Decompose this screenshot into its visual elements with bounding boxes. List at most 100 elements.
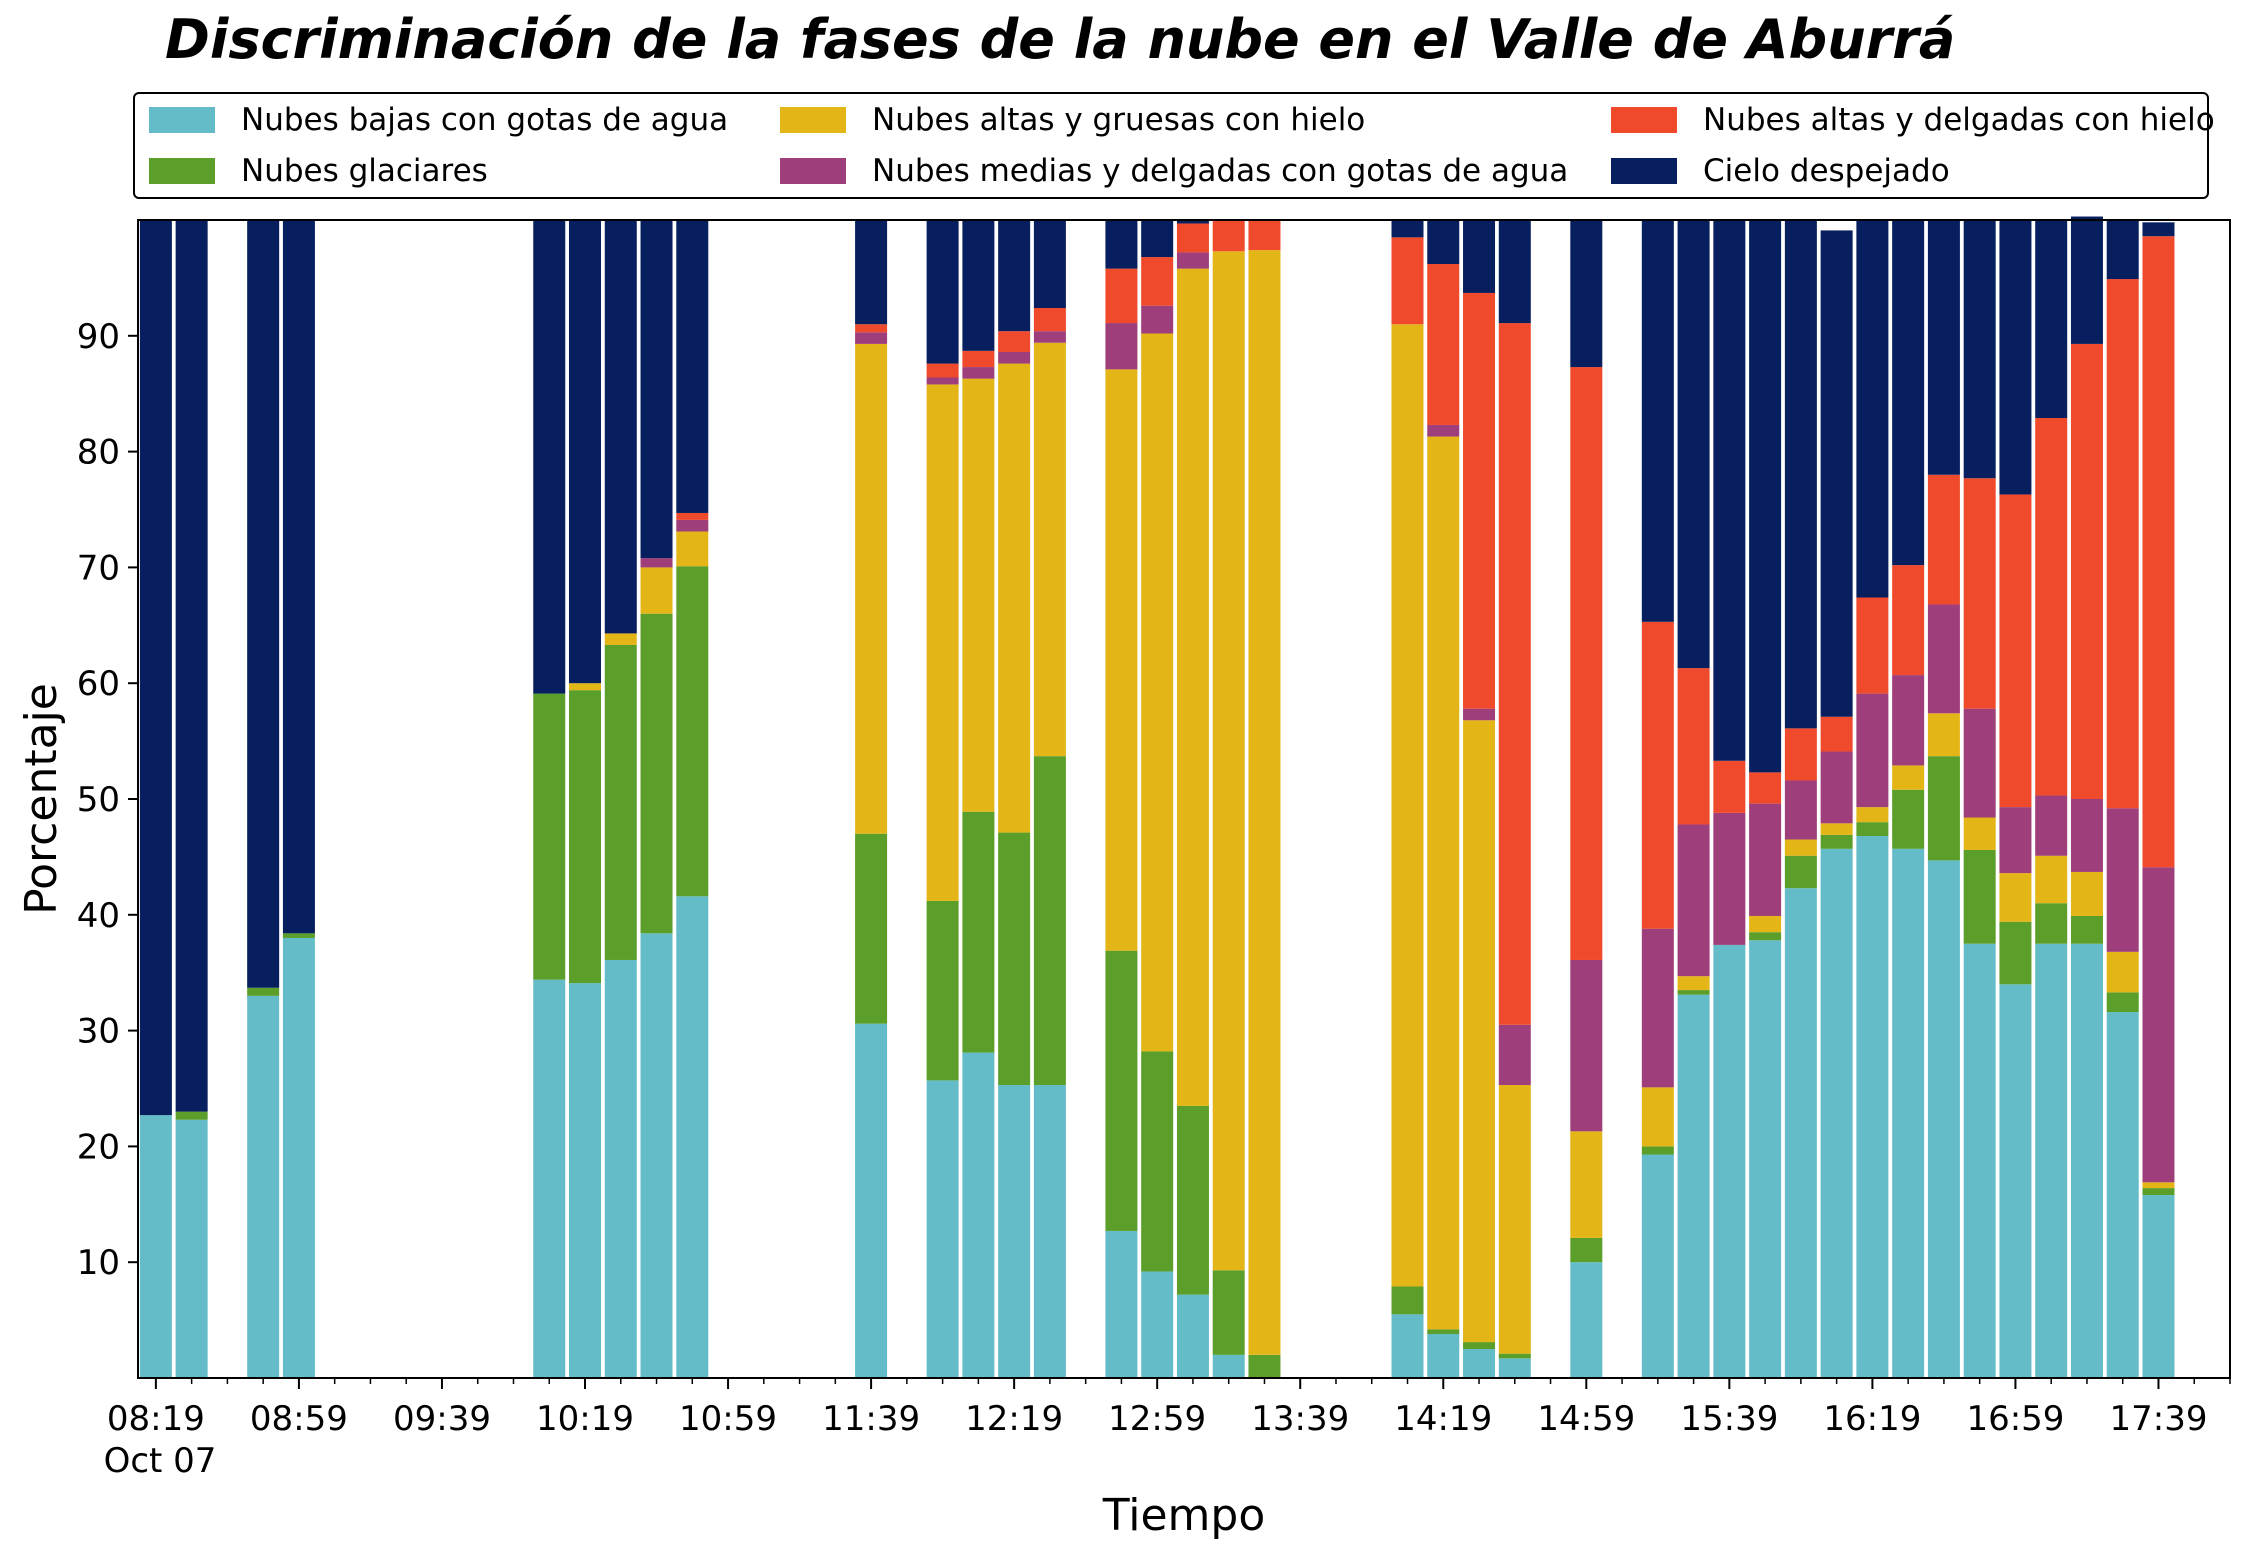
bar-segment-6 [855,220,888,325]
x-tick-label: 08:19 [107,1399,205,1439]
bar-segment-3 [1391,324,1424,1287]
bar-segment-2 [1820,834,1853,849]
bar-segment-1 [1927,860,1960,1378]
bar-segment-5 [1927,474,1960,605]
legend-item-nubes-bajas: Nubes bajas con gotas de agua [149,100,728,140]
bar-segment-6 [175,220,208,1112]
bar-segment-3 [926,384,959,901]
bar-segment-1 [175,1119,208,1378]
bar-segment-6 [139,220,172,1116]
bar-segment-1 [1212,1354,1245,1378]
bar-segment-6 [926,220,959,364]
bar-segment-1 [855,1023,888,1378]
bar-segment-5 [1105,268,1138,324]
bar-segment-4 [1033,331,1066,343]
bar-segment-4 [962,367,995,379]
legend-item-nubes-medias: Nubes medias y delgadas con gotas de agu… [780,151,1568,191]
legend-label: Nubes altas y delgadas con hielo [1703,102,2215,138]
bar-segment-1 [1856,836,1889,1378]
legend-item-nubes-altas-delgadas: Nubes altas y delgadas con hielo [1611,100,2215,140]
bar-segment-2 [175,1111,208,1120]
bar-segment-4 [1927,604,1960,714]
bar-segment-6 [2070,216,2103,344]
bar-segment-6 [1749,220,1782,773]
bar-segment-2 [1927,756,1960,861]
bar-segment-1 [1176,1294,1209,1378]
bar-segment-4 [1677,824,1710,977]
bar-segment-1 [1141,1271,1174,1378]
legend-item-nubes-altas-gruesas: Nubes altas y gruesas con hielo [780,100,1365,140]
bar-segment-5 [962,350,995,368]
x-tick-label: 16:19 [1823,1399,1921,1439]
bar-segment-4 [2106,808,2139,952]
bar-segment-1 [139,1115,172,1378]
bar-segment-1 [1427,1334,1460,1378]
x-tick-label: 17:39 [2109,1399,2207,1439]
bar-segment-3 [1677,976,1710,991]
bar-segment-6 [1784,220,1817,729]
bar-segment-5 [1784,728,1817,781]
legend-item-nubes-glaciares: Nubes glaciares [149,151,488,191]
bar-segment-4 [855,332,888,344]
bar-segment-3 [1427,436,1460,1330]
bar-segment-6 [676,220,709,513]
bar-segment-1 [533,979,566,1378]
bar-segment-5 [2142,236,2175,868]
bar-segment-6 [962,220,995,351]
bar-segment-6 [1570,220,1603,368]
legend-label: Nubes altas y gruesas con hielo [872,102,1366,138]
bar-segment-6 [604,220,637,634]
bar-segment-5 [998,331,1031,353]
bar-segment-2 [1999,921,2032,985]
bar-segment-3 [604,633,637,645]
bar-segment-4 [1641,928,1674,1088]
bar-segment-3 [1248,250,1281,1355]
x-tick-label: 08:59 [250,1399,348,1439]
y-tick-label: 90 [77,317,120,357]
bar-segment-4 [1463,708,1496,721]
bar-segment-5 [1212,220,1245,252]
bar-segment-1 [1963,943,1996,1378]
x-tick-label: 12:59 [1108,1399,1206,1439]
bar-segment-3 [569,683,602,691]
bar-segment-2 [676,566,709,897]
bar-segment-5 [1963,478,1996,709]
bar-segment-5 [1677,668,1710,825]
bar-segment-5 [855,324,888,333]
bar-segment-1 [2106,1012,2139,1378]
legend-label: Cielo despejado [1703,153,1950,189]
bar-segment-3 [2035,855,2068,904]
y-axis: 10 20 30 40 50 60 70 80 90 [77,317,138,1283]
x-tick-label: 16:59 [1966,1399,2064,1439]
bar-segment-2 [2142,1188,2175,1196]
bar-segment-2 [533,693,566,980]
bar-segment-5 [926,363,959,378]
bar-segment-1 [1713,944,1746,1378]
bar-segment-3 [1033,342,1066,757]
x-tick-label: 14:59 [1537,1399,1635,1439]
bar-segment-2 [1427,1329,1460,1334]
bar-segment-4 [2035,795,2068,856]
bar-segment-4 [1713,812,1746,945]
bar-segment-6 [1927,220,1960,475]
bar-segment-5 [1856,597,1889,694]
y-tick-label: 10 [77,1243,120,1283]
bar-segment-4 [1141,305,1174,334]
x-tick-label: 11:39 [822,1399,920,1439]
bar-segment-2 [1892,789,1925,849]
bar-segment-2 [1212,1270,1245,1355]
bar-segment-1 [640,933,673,1378]
bar-segment-5 [1427,264,1460,425]
bar-segment-1 [1784,888,1817,1378]
x-date-label: Oct 07 [104,1441,217,1481]
bar-segment-4 [1784,780,1817,840]
x-tick-label: 15:39 [1680,1399,1778,1439]
bar-segment-1 [1033,1085,1066,1378]
bar-segment-5 [1248,220,1281,251]
y-tick-label: 30 [77,1012,120,1052]
bar-segment-5 [1141,257,1174,306]
bar-segment-6 [2035,220,2068,419]
bar-segment-3 [2070,871,2103,916]
bar-segment-4 [2070,799,2103,872]
